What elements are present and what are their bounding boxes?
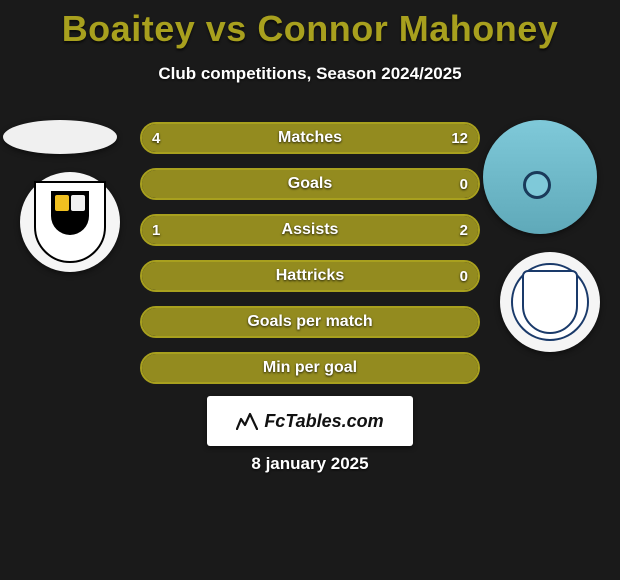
subtitle: Club competitions, Season 2024/2025 bbox=[0, 64, 620, 84]
player-right-avatar bbox=[483, 120, 597, 234]
port-vale-crest-icon bbox=[34, 181, 106, 263]
bar-label: Goals bbox=[142, 170, 478, 198]
title-player1: Boaitey bbox=[62, 8, 196, 49]
stat-bar: Goals0 bbox=[140, 168, 480, 200]
bar-value-right: 2 bbox=[460, 216, 468, 244]
branding-badge: FcTables.com bbox=[207, 396, 413, 446]
barrow-crest-icon bbox=[511, 263, 589, 341]
date-text: 8 january 2025 bbox=[0, 454, 620, 474]
bar-label: Assists bbox=[142, 216, 478, 244]
stat-bar: Min per goal bbox=[140, 352, 480, 384]
title-player2: Connor Mahoney bbox=[257, 8, 558, 49]
fctables-logo-icon bbox=[236, 412, 258, 430]
bar-value-right: 0 bbox=[460, 262, 468, 290]
title-vs: vs bbox=[206, 8, 247, 49]
player-right-crest bbox=[500, 252, 600, 352]
stat-bar: Assists1 2 bbox=[140, 214, 480, 246]
player-left-avatar bbox=[3, 120, 117, 154]
branding-text: FcTables.com bbox=[264, 411, 383, 432]
bar-label: Goals per match bbox=[142, 308, 478, 336]
bar-label: Matches bbox=[142, 124, 478, 152]
bar-value-left: 1 bbox=[152, 216, 160, 244]
player-left-crest bbox=[20, 172, 120, 272]
bar-value-right: 0 bbox=[460, 170, 468, 198]
bar-value-left: 4 bbox=[152, 124, 160, 152]
stats-bars: Matches412Goals0Assists12Hattricks0Goals… bbox=[140, 122, 480, 398]
bar-label: Hattricks bbox=[142, 262, 478, 290]
stat-bar: Hattricks0 bbox=[140, 260, 480, 292]
stat-bar: Goals per match bbox=[140, 306, 480, 338]
bar-value-right: 12 bbox=[451, 124, 468, 152]
page-title: Boaitey vs Connor Mahoney bbox=[0, 0, 620, 50]
bar-label: Min per goal bbox=[142, 354, 478, 382]
stat-bar: Matches4 12 bbox=[140, 122, 480, 154]
